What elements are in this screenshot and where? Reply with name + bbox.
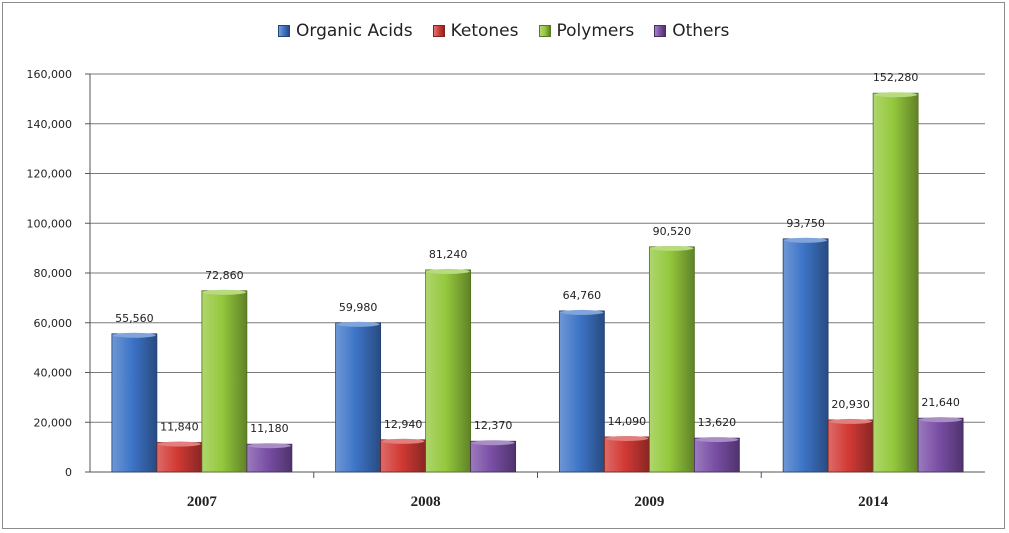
bar-highlight [829,418,873,424]
legend-swatch-1 [432,25,445,37]
bar-highlight [381,438,425,444]
data-label: 11,180 [250,422,289,435]
x-category-label: 2009 [634,494,664,510]
legend-label-0: Organic Acids [296,21,413,41]
y-tick-label: 100,000 [27,217,73,230]
bar [872,92,919,473]
bar-highlight [919,417,963,423]
data-label: 14,090 [608,415,647,428]
bar [111,333,158,473]
y-tick-label: 140,000 [27,118,73,131]
bar-highlight [560,309,604,315]
bar-highlight [112,332,156,338]
y-tick-label: 120,000 [27,168,73,181]
y-tick-label: 40,000 [34,367,73,380]
bar-highlight [202,289,246,295]
legend-item-3: Others [654,21,729,41]
y-tick-label: 80,000 [34,267,73,280]
bar [201,290,248,473]
legend-label-3: Others [672,21,730,41]
bar [335,322,382,473]
data-label: 11,840 [160,421,199,434]
y-tick-label: 20,000 [34,416,73,429]
data-label: 93,750 [786,217,825,230]
bar [603,436,650,473]
x-category-label: 2007 [187,494,218,510]
bar [380,439,427,473]
bar [425,269,472,473]
data-label: 55,560 [115,312,154,325]
data-label: 64,760 [563,289,602,302]
data-label: 12,940 [384,418,423,431]
y-tick-label: 160,000 [27,68,73,81]
data-label: 12,370 [474,419,513,432]
legend-item-0: Organic Acids [278,21,413,41]
bar-highlight [784,237,828,243]
data-label: 81,240 [429,248,468,261]
legend: Organic Acids Ketones Polymers Others [278,19,729,43]
data-label: 152,280 [873,71,919,84]
bar-highlight [336,321,380,327]
bar [648,246,695,473]
legend-item-1: Ketones [432,21,519,41]
bar-highlight [426,268,470,274]
bar-highlight [695,437,739,443]
legend-swatch-3 [654,25,667,37]
bar-highlight [650,245,694,251]
bar-highlight [471,440,515,446]
bar [693,437,740,473]
data-label: 13,620 [698,416,737,429]
data-label: 21,640 [921,396,960,409]
legend-swatch-0 [278,25,290,37]
bar-highlight [247,443,291,449]
data-label: 90,520 [653,225,692,238]
legend-label-2: Polymers [556,21,635,41]
bar [827,419,874,473]
x-category-label: 2008 [411,494,441,510]
bar-highlight [605,435,649,441]
y-tick-label: 60,000 [34,317,73,330]
legend-item-2: Polymers [538,21,635,41]
bar [558,310,605,473]
bar [246,443,293,473]
data-label: 20,930 [831,398,870,411]
bar-highlight [874,92,918,98]
y-tick-label: 0 [65,466,72,479]
x-category-label: 2014 [858,494,889,510]
data-label: 72,860 [205,269,244,282]
bar [917,417,964,473]
bar [782,238,829,473]
bar-highlight [157,441,201,447]
legend-swatch-2 [538,25,551,37]
bar [156,442,203,473]
bar [470,440,517,473]
data-label: 59,980 [339,301,378,314]
legend-label-1: Ketones [450,21,519,41]
